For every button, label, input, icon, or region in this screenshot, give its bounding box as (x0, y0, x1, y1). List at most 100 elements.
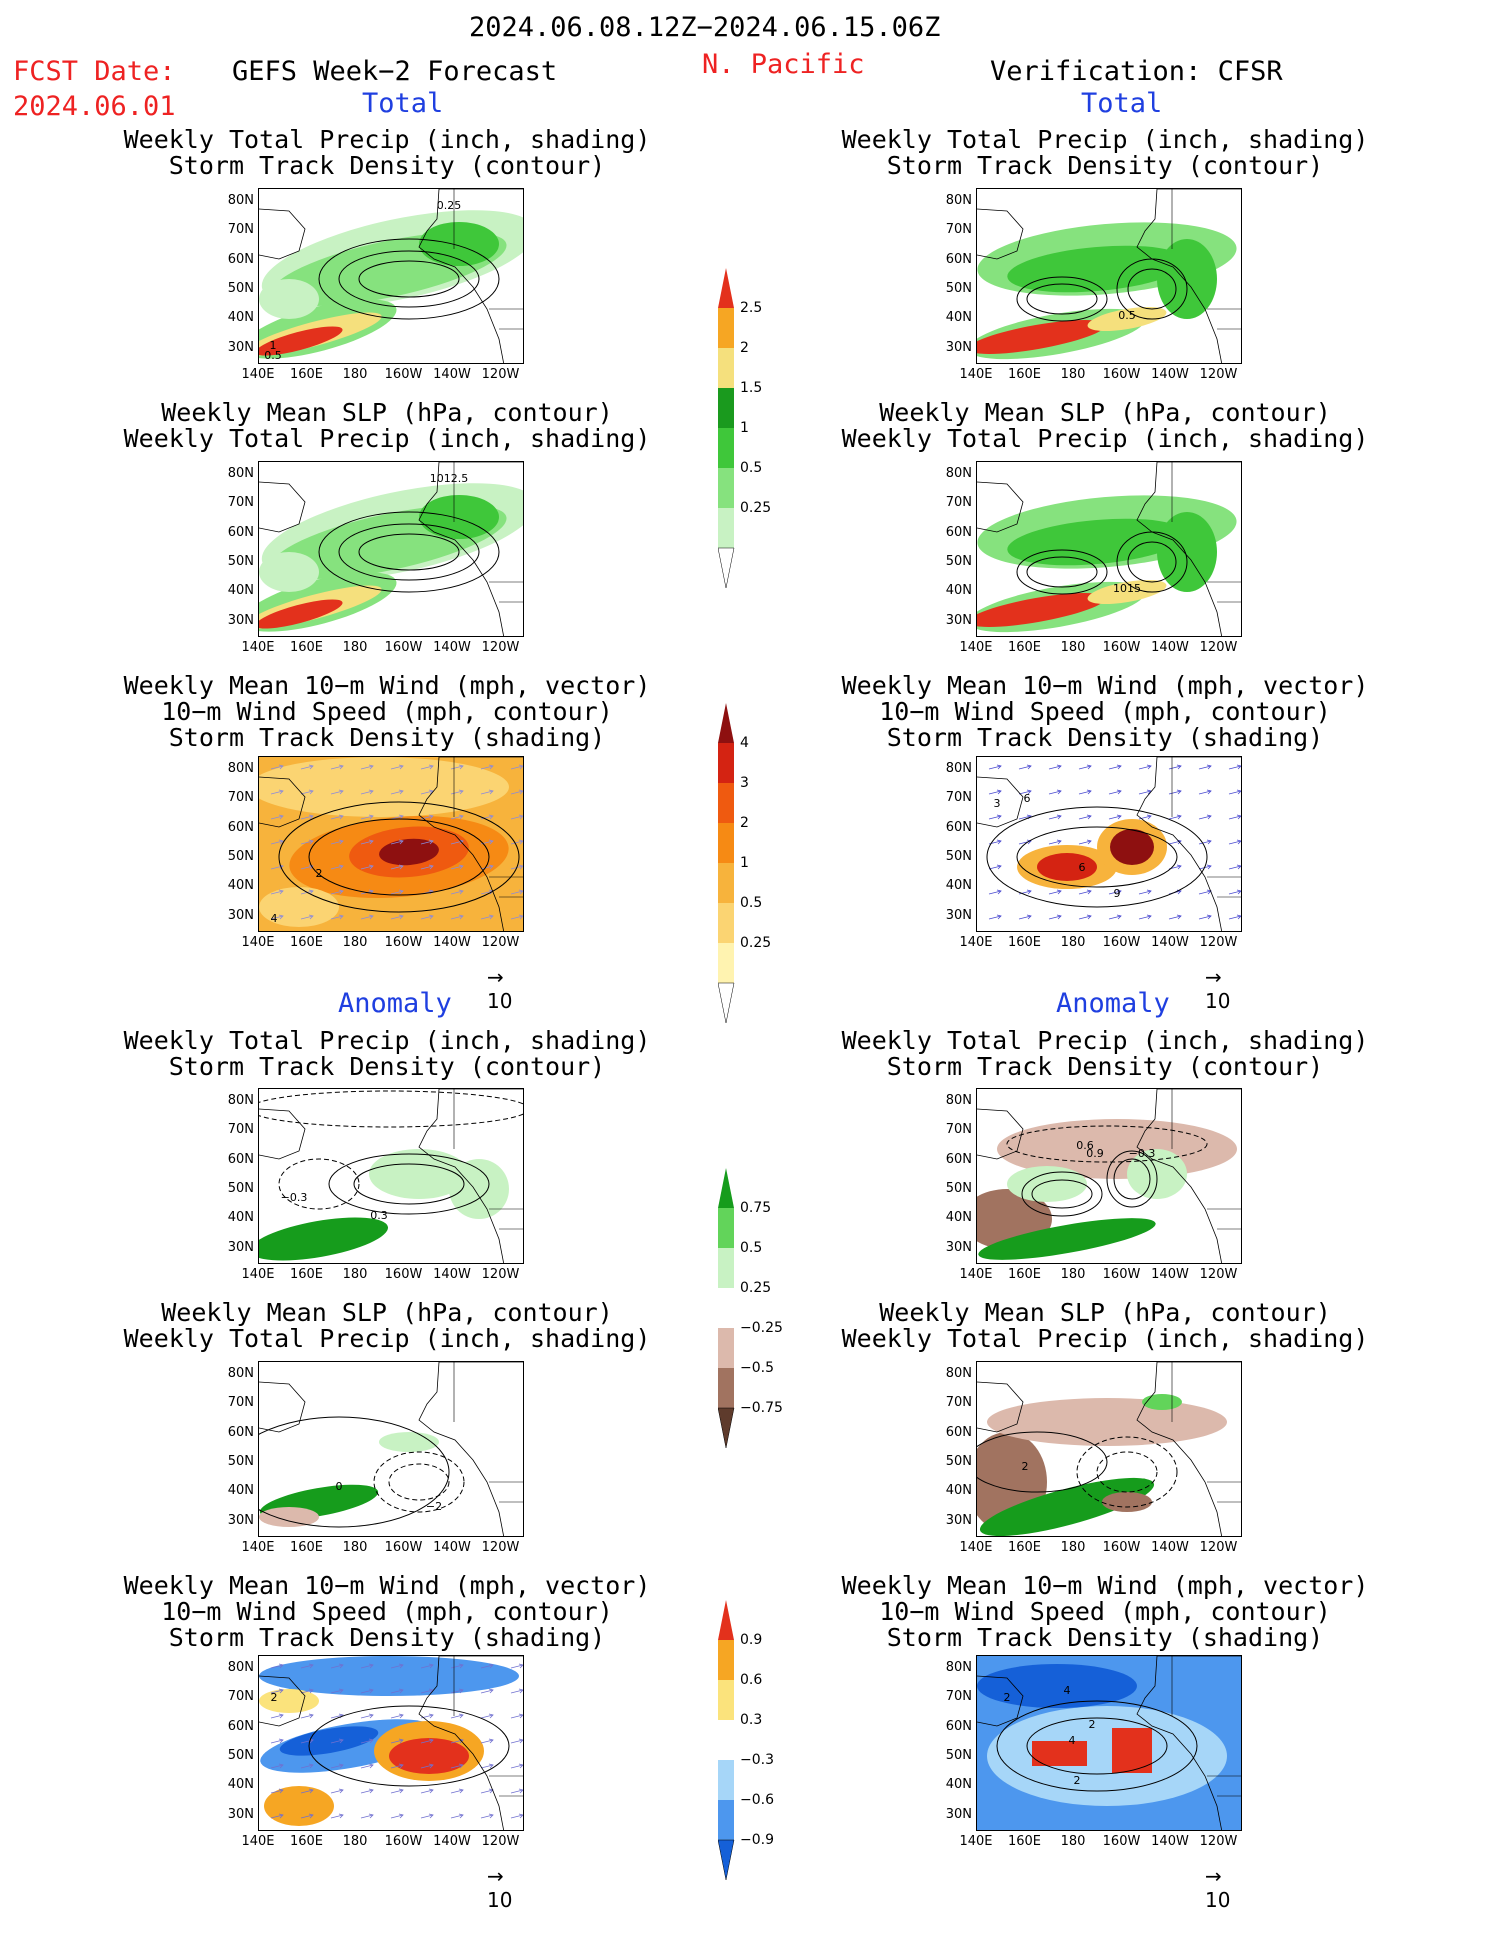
wind-vector (1078, 764, 1092, 770)
lon-tick-label: 140W (1151, 640, 1189, 655)
lat-tick-label: 50N (945, 280, 972, 296)
contour-line (338, 250, 480, 308)
forecast-anomaly-slp: 0 −2 (258, 1361, 524, 1537)
wind-vector (300, 864, 314, 870)
shading-region (1110, 829, 1154, 865)
title-vf-total-precip: Weekly Total Precip (inch, shading) Stor… (841, 125, 1369, 180)
wind-vector (1138, 889, 1152, 895)
contour-label: 2 (1022, 1460, 1029, 1473)
wind-vector (450, 864, 464, 870)
colorbar-label: −0.3 (740, 1752, 774, 1768)
wind-vector (1108, 764, 1122, 770)
colorbar-tip (717, 547, 735, 589)
colorbar-tip (717, 1407, 735, 1449)
contour-line (977, 1431, 1108, 1493)
wind-vector (1048, 889, 1062, 895)
shading-region (419, 495, 499, 539)
shading-region (279, 1726, 379, 1756)
vector-ref-vf-total: → 10 (1205, 965, 1231, 1013)
wind-vector (420, 1738, 434, 1744)
lon-tick-label: 140W (433, 935, 471, 950)
contour-label: 0.5 (1118, 309, 1136, 322)
contour-line (1016, 276, 1108, 322)
lat-tick-label: 70N (227, 1689, 254, 1705)
lat-tick-label: 60N (945, 251, 972, 267)
wind-vector (360, 1788, 374, 1794)
wind-vector (1018, 914, 1032, 920)
lon-tick-label: 180 (1060, 1540, 1086, 1555)
colorbar-segment (718, 1328, 734, 1368)
lat-tick-label: 80N (227, 761, 254, 776)
colorbar-label: 3 (740, 775, 749, 791)
wind-vector (1078, 789, 1092, 795)
lon-tick-label: 140E (241, 640, 275, 655)
colorbar-label: −0.6 (740, 1792, 774, 1808)
shading-region (1007, 518, 1187, 566)
political-borders (1171, 1656, 1241, 1797)
wind-vector (988, 889, 1002, 895)
wind-vector (510, 889, 523, 895)
title-fc-anom-slp: Weekly Mean SLP (hPa, contour) Weekly To… (123, 1298, 651, 1353)
wind-vector (450, 814, 464, 820)
lat-tick-label: 60N (227, 1718, 254, 1734)
lat-tick-label: 40N (227, 310, 254, 326)
wind-vector (450, 889, 464, 895)
contour-line (1106, 1150, 1158, 1208)
shading-region (1157, 239, 1217, 319)
lon-tick-label: 160W (384, 1540, 423, 1555)
wind-vector (270, 839, 284, 845)
contour-label: 2 (1089, 1718, 1096, 1731)
wind-vector (390, 914, 404, 920)
wind-vector (270, 1663, 284, 1669)
wind-vector (1108, 914, 1122, 920)
shading-region (259, 326, 343, 356)
shading-region (1087, 306, 1167, 332)
coastline-asia (259, 1381, 306, 1433)
lat-tick-label: 50N (945, 848, 972, 864)
colorbar-label: 1 (740, 855, 749, 871)
lon-tick-label: 140W (1151, 1834, 1189, 1849)
lat-tick-label: 40N (945, 878, 972, 894)
vector-ref-vf-anom: → 10 (1205, 1864, 1231, 1912)
lat-tick-label: 70N (945, 1689, 972, 1705)
colorbar-segment (718, 823, 734, 863)
colorbar-label: 2 (740, 340, 749, 356)
lat-tick-label: 50N (227, 553, 254, 569)
lat-tick-label: 40N (227, 583, 254, 599)
shading-region (977, 320, 1106, 354)
political-borders (453, 462, 523, 603)
lon-tick-label: 140W (433, 1834, 471, 1849)
lon-tick-label: 140E (241, 1834, 275, 1849)
wind-vector (360, 789, 374, 795)
shading-region (977, 1664, 1137, 1708)
colorbar-segment (718, 308, 734, 348)
wind-vector (480, 1713, 494, 1719)
lon-tick-label: 140E (241, 1267, 275, 1282)
colorbar-label: 0.9 (740, 1632, 763, 1648)
lat-tick-label: 30N (227, 339, 254, 355)
title-fc-anom-precip: Weekly Total Precip (inch, shading) Stor… (123, 1026, 651, 1081)
lat-tick-label: 70N (227, 495, 254, 511)
lon-tick-label: 160E (289, 1834, 324, 1849)
lon-tick-label: 160W (1102, 1540, 1141, 1555)
title-vf-total-wind: Weekly Mean 10−m Wind (mph, vector) 10−m… (841, 671, 1369, 752)
wind-vector (420, 789, 434, 795)
lon-tick-label: 180 (342, 367, 368, 382)
coastline-north-america (418, 757, 523, 931)
colorbar-segment (718, 508, 734, 548)
coastline-north-america (418, 1656, 523, 1830)
wind-vector (330, 1763, 344, 1769)
contour-label: 0 (336, 1480, 343, 1493)
lon-tick-label: 140W (433, 640, 471, 655)
contour-label: 2 (1074, 1774, 1081, 1787)
lat-tick-label: 50N (945, 1747, 972, 1763)
contour-line (1006, 1125, 1208, 1163)
colorbar-segment (718, 1208, 734, 1248)
colorbar-storm-track (717, 703, 778, 1087)
title-fc-anom-wind: Weekly Mean 10−m Wind (mph, vector) 10−m… (123, 1571, 651, 1652)
title-vf-anom-wind: Weekly Mean 10−m Wind (mph, vector) 10−m… (841, 1571, 1369, 1652)
lon-tick-label: 140E (959, 367, 993, 382)
wind-vector (390, 764, 404, 770)
verification-anomaly-precip: 0.6 0.9 −0.3 (976, 1088, 1242, 1264)
lon-tick-label: 120W (1199, 1540, 1238, 1555)
